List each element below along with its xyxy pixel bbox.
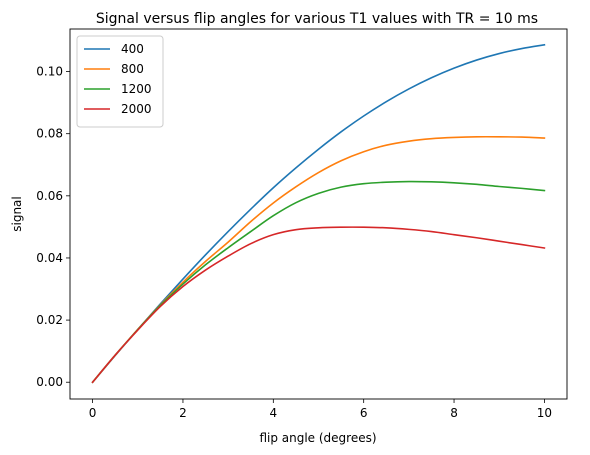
legend: 400 800 1200 2000: [76, 35, 164, 128]
plot-area: [69, 28, 568, 400]
legend-box: [76, 35, 164, 128]
series-line-1200: [91, 180, 546, 384]
x-axis-ticks: 0 2 4 6 8 10: [89, 399, 552, 420]
x-tick-label: 4: [269, 406, 277, 420]
x-tick-label: 8: [450, 406, 458, 420]
series-line-800: [91, 135, 546, 384]
y-tick-label: 0.06: [36, 189, 63, 203]
series-line-400: [91, 43, 546, 384]
x-tick-label: 10: [537, 406, 552, 420]
x-tick-label: 2: [179, 406, 187, 420]
legend-label: 1200: [121, 82, 152, 96]
y-tick-label: 0.04: [36, 251, 63, 265]
series-lines: [91, 43, 546, 384]
y-tick-label: 0.08: [36, 127, 63, 141]
series-line-2000: [91, 226, 546, 384]
y-tick-label: 0.10: [36, 65, 63, 79]
x-tick-label: 0: [89, 406, 97, 420]
chart-title: Signal versus flip angles for various T1…: [96, 11, 538, 27]
y-tick-label: 0.02: [36, 313, 63, 327]
y-tick-label: 0.00: [36, 375, 63, 389]
legend-label: 800: [121, 62, 144, 76]
x-tick-label: 6: [360, 406, 368, 420]
y-axis-ticks: 0.00 0.02 0.04 0.06 0.08 0.10: [36, 65, 70, 389]
x-axis-label: flip angle (degrees): [259, 431, 376, 445]
legend-label: 2000: [121, 102, 152, 116]
legend-label: 400: [121, 42, 144, 56]
plot-frame: [69, 28, 568, 400]
y-axis-label: signal: [10, 196, 24, 232]
